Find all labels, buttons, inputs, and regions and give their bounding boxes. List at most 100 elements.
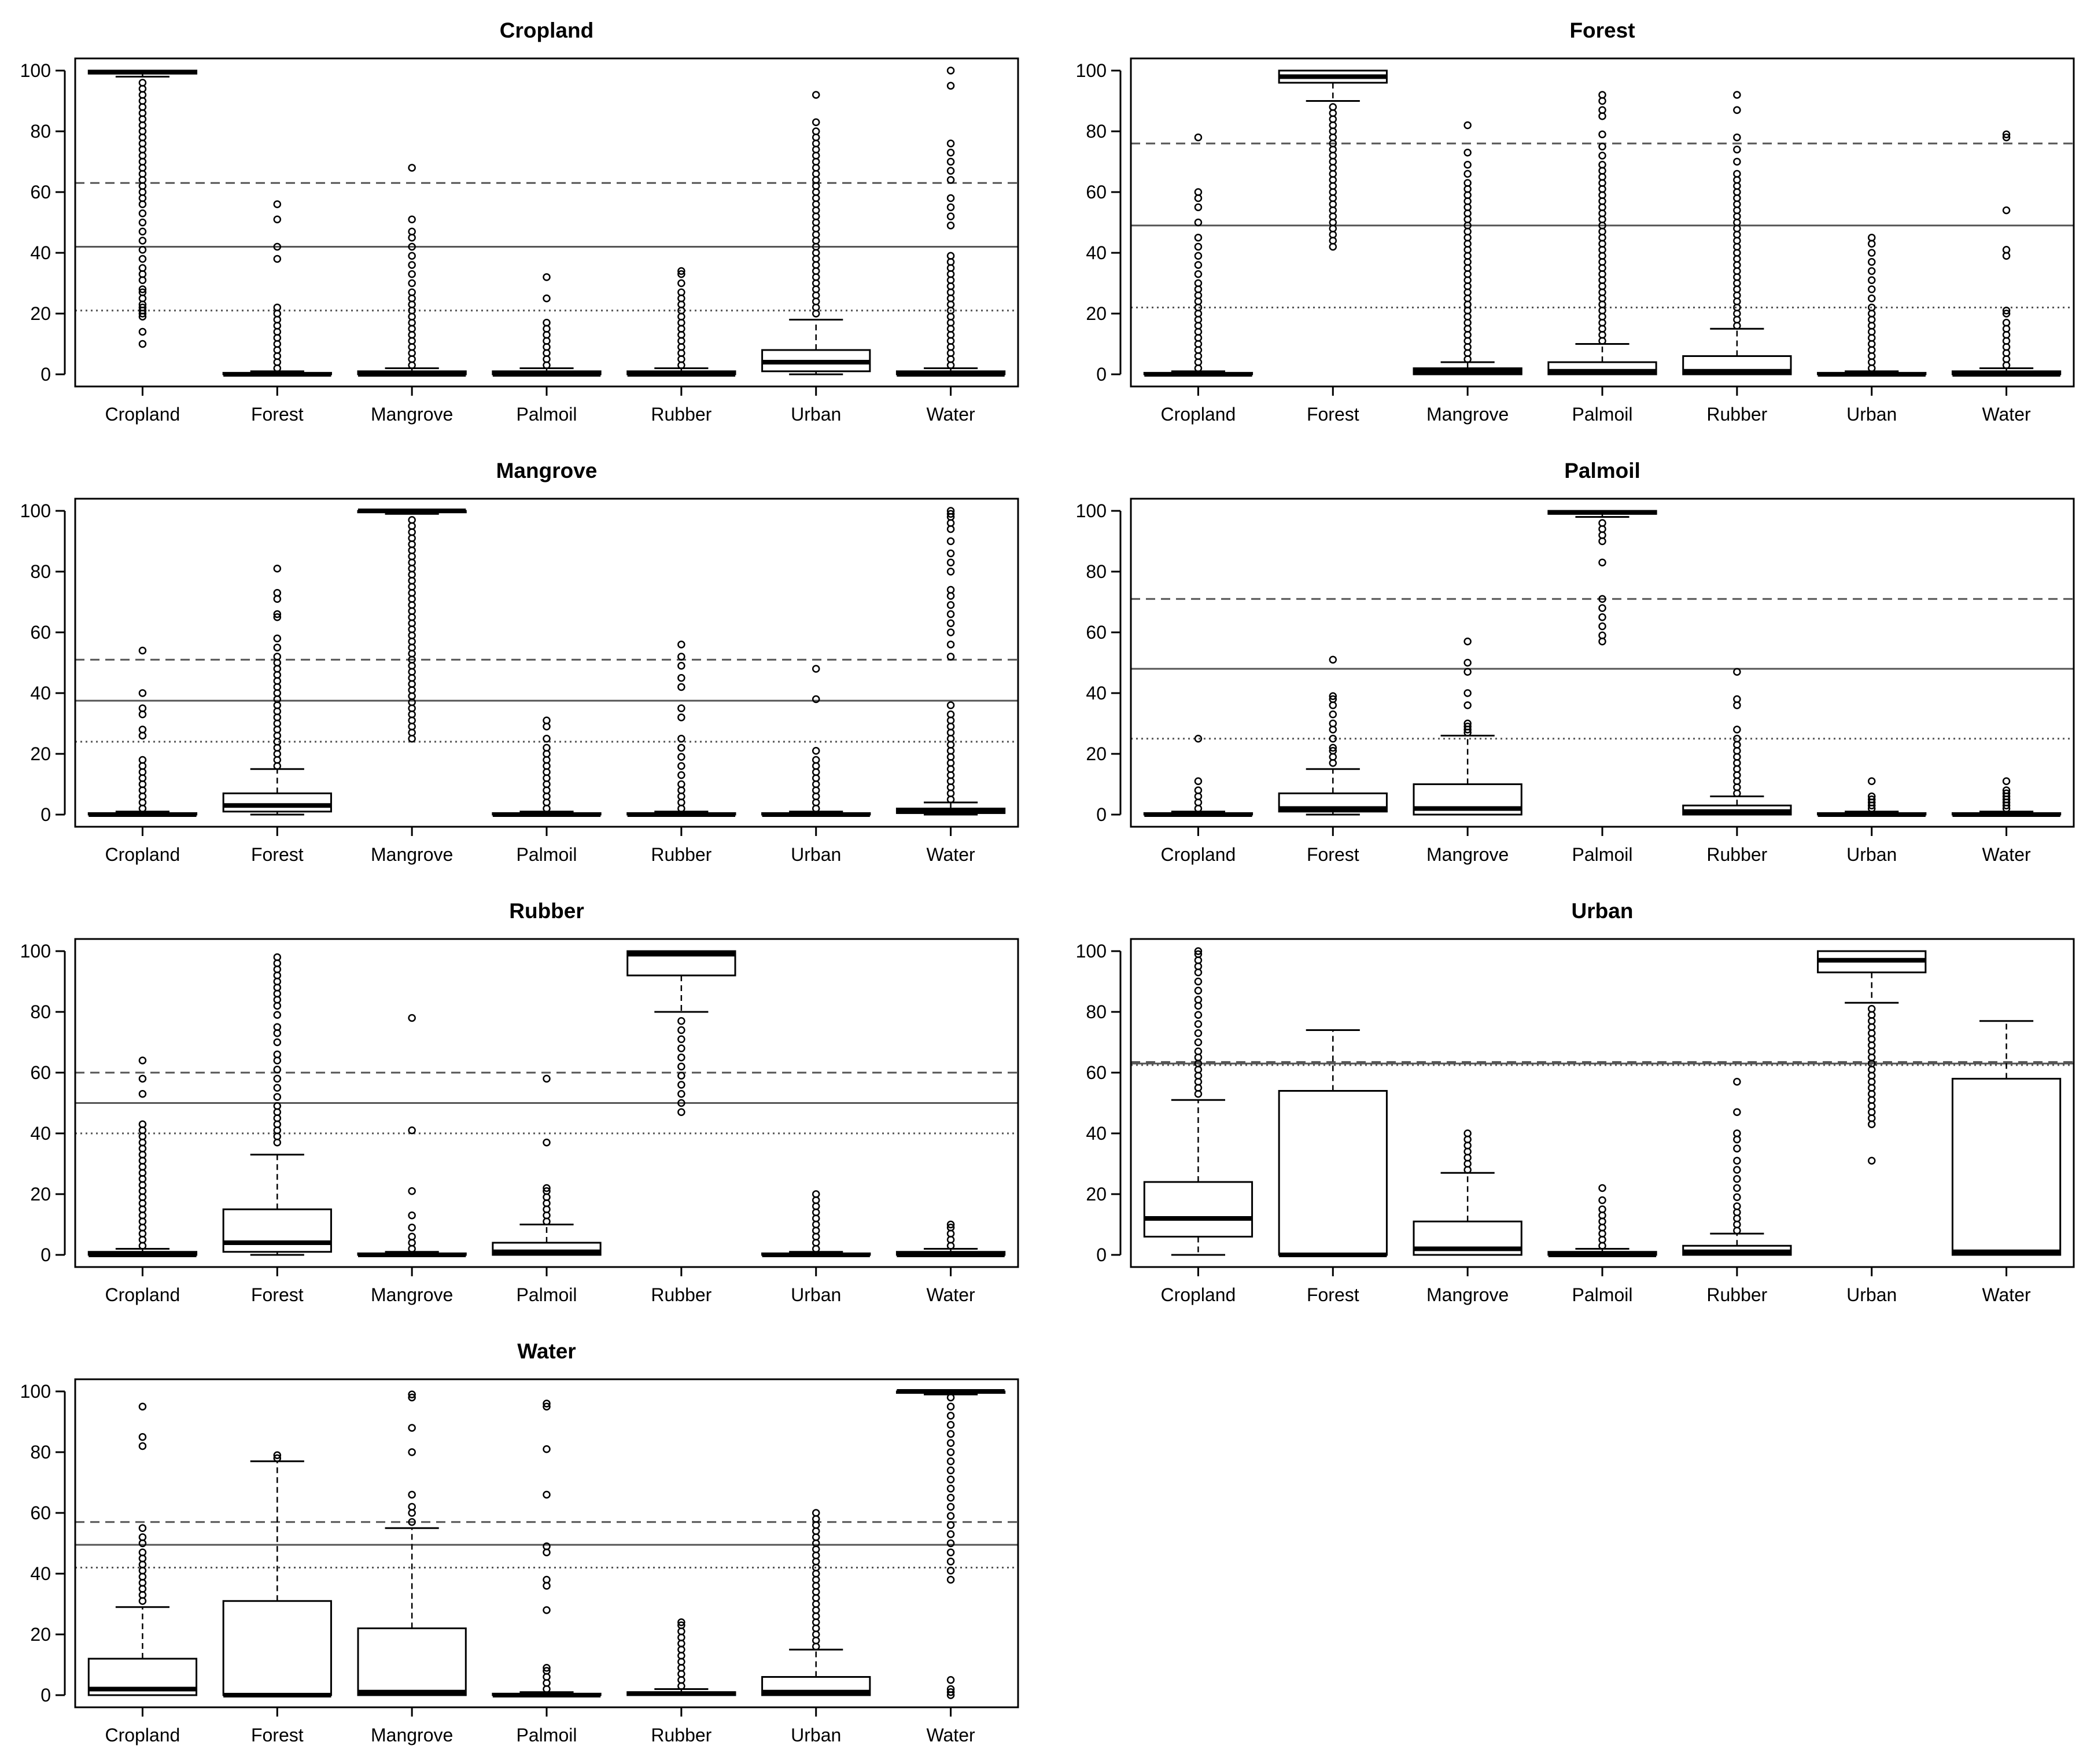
outlier-point <box>2002 310 2011 318</box>
outlier-point <box>812 665 820 673</box>
outlier-point <box>1329 719 1337 728</box>
outlier-point <box>946 537 955 546</box>
outlier-point <box>1598 558 1606 566</box>
x-tick-label: Mangrove <box>371 1725 453 1745</box>
box-cropland <box>87 646 198 817</box>
x-axis: Cropland Forest Mangrove Palmoil Rubber Urban… <box>105 386 975 425</box>
outlier-point <box>1194 1029 1203 1037</box>
box-urban <box>1817 234 1927 377</box>
outlier-point <box>1194 1020 1203 1028</box>
outlier-point <box>1463 668 1472 676</box>
x-tick-label: Forest <box>251 1725 304 1745</box>
outlier-point <box>1733 1144 1741 1152</box>
panel-forest: Forest 0 20 40 60 80 100 Cropland Forest Mangrove… <box>1076 19 2075 425</box>
outlier-point <box>1329 710 1337 719</box>
y-tick-label: 60 <box>1086 1062 1107 1083</box>
panel-water: Water 0 20 40 60 80 100 Cropland Forest Mangrove P… <box>20 1339 1019 1745</box>
y-axis: 0 20 40 60 80 100 <box>1076 500 1122 825</box>
outlier-point <box>1733 668 1741 676</box>
y-tick-label: 20 <box>30 1624 51 1645</box>
outlier-point <box>138 255 147 263</box>
x-axis: Cropland Forest Mangrove Palmoil Rubber Urban… <box>1160 386 2031 425</box>
outlier-point <box>946 1448 955 1456</box>
x-axis: Cropland Forest Mangrove Palmoil Rubber Urban… <box>105 1707 975 1745</box>
outlier-point <box>1329 735 1337 743</box>
outlier-point <box>408 516 416 524</box>
box-urban <box>761 1509 871 1696</box>
y-tick-label: 60 <box>1086 182 1107 202</box>
panel-title: Rubber <box>509 899 584 923</box>
x-tick-label: Water <box>1982 1284 2031 1305</box>
outlier-point <box>138 756 147 764</box>
box-cropland <box>87 1402 198 1696</box>
outlier-point <box>138 1524 147 1532</box>
outlier-point <box>1194 218 1203 227</box>
outlier-point <box>946 1430 955 1438</box>
outlier-point <box>1598 142 1606 150</box>
outlier-point <box>138 227 147 235</box>
y-tick-label: 80 <box>1086 121 1107 142</box>
box-cropland <box>1143 735 1254 817</box>
outlier-point <box>1867 249 1876 257</box>
outlier-point <box>677 762 685 770</box>
outlier-point <box>1867 234 1876 242</box>
outlier-point <box>2002 307 2011 315</box>
outlier-point <box>543 1445 551 1453</box>
outlier-point <box>273 643 282 651</box>
outlier-point <box>408 1390 416 1398</box>
outlier-point <box>946 167 955 175</box>
outlier-point <box>273 200 282 208</box>
outlier-point <box>408 252 416 260</box>
x-tick-label: Mangrove <box>1426 1284 1509 1305</box>
y-tick-label: 80 <box>1086 561 1107 582</box>
outlier-point <box>1463 701 1472 709</box>
outlier-point <box>1194 947 1203 955</box>
outlier-point <box>677 1108 685 1116</box>
x-tick-label: Forest <box>1307 844 1359 865</box>
box-palmoil <box>492 273 602 377</box>
box-mangrove <box>1413 638 1522 816</box>
outlier-point <box>946 1439 955 1447</box>
y-tick-label: 60 <box>30 1062 51 1083</box>
x-tick-label: Cropland <box>105 1284 180 1305</box>
y-tick-label: 20 <box>30 743 51 764</box>
outlier-point <box>677 735 685 743</box>
y-tick-label: 0 <box>40 804 51 825</box>
box-cropland <box>1143 947 1254 1256</box>
x-tick-label: Water <box>1982 404 2031 425</box>
box-iqr <box>222 1600 332 1696</box>
outlier-point <box>273 303 282 312</box>
outlier-point <box>946 507 955 515</box>
outlier-point <box>1598 152 1606 160</box>
box-palmoil <box>1547 1184 1657 1257</box>
outlier-point <box>946 1539 955 1548</box>
box-palmoil <box>1547 510 1657 646</box>
outlier-point <box>812 1190 820 1198</box>
outlier-point <box>138 327 147 336</box>
outlier-point <box>2002 206 2011 215</box>
y-tick-label: 0 <box>1096 804 1107 825</box>
box-rubber <box>626 640 736 817</box>
box-urban <box>1817 777 1927 817</box>
outlier-point <box>1733 1166 1741 1174</box>
outlier-point <box>1463 723 1472 731</box>
outlier-point <box>1329 695 1337 704</box>
outlier-point <box>408 1014 416 1022</box>
box-mangrove <box>1413 1129 1522 1256</box>
outlier-point <box>946 1685 955 1693</box>
outlier-point <box>408 261 416 269</box>
outlier-point <box>1598 1184 1606 1192</box>
y-tick-label: 0 <box>1096 364 1107 385</box>
y-tick-label: 20 <box>1086 303 1107 324</box>
outlier-point <box>408 288 416 296</box>
x-tick-label: Water <box>926 844 975 865</box>
outlier-point <box>1867 258 1876 266</box>
x-tick-label: Cropland <box>1160 844 1236 865</box>
outlier-point <box>1194 1047 1203 1055</box>
outlier-point <box>946 1494 955 1502</box>
outlier-point <box>273 1074 282 1083</box>
box-rubber <box>1682 1078 1792 1256</box>
box-urban <box>1817 950 1927 1165</box>
outlier-point <box>677 1035 685 1043</box>
box-forest <box>222 200 332 377</box>
